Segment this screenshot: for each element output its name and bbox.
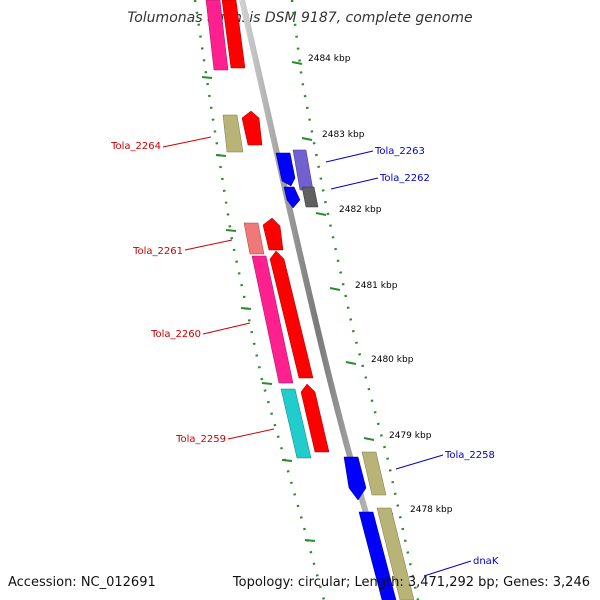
kbp-label: 2480 kbp — [371, 355, 414, 365]
topology-text: Topology: circular; Length: 3,471,292 bp… — [232, 575, 590, 590]
accession-text: Accession: NC_012691 — [8, 575, 156, 590]
major-ticks — [201, 61, 394, 542]
gene-label-dnak: dnaK — [473, 556, 499, 567]
gene-label-tola-2262: Tola_2262 — [379, 173, 430, 184]
gene-feature — [300, 383, 330, 453]
kbp-label: 2481 kbp — [355, 281, 398, 291]
gene-label-tola-2260: Tola_2260 — [150, 329, 201, 340]
gene-feature — [361, 451, 387, 496]
gene-label-tola-2264: Tola_2264 — [110, 141, 161, 152]
track-guides — [193, 0, 420, 600]
kbp-label: 2478 kbp — [410, 505, 453, 515]
gene-label-tola-2258: Tola_2258 — [444, 450, 495, 461]
gene-feature — [376, 507, 415, 600]
gene-label-connectors — [162, 136, 472, 577]
gene-labels: Tola_2264 Tola_2263 Tola_2262 Tola_2261 … — [110, 141, 499, 567]
gene-feature — [269, 250, 314, 379]
gene-feature — [251, 255, 294, 384]
gene-label-tola-2261: Tola_2261 — [132, 246, 183, 257]
gene-feature — [283, 186, 301, 209]
gene-feature — [221, 0, 246, 69]
gene-feature — [262, 217, 284, 251]
kbp-label: 2484 kbp — [308, 54, 351, 64]
gene-feature — [222, 114, 244, 153]
gene-feature — [292, 149, 314, 191]
map-title: Tolumonas auensis DSM 9187, complete gen… — [127, 10, 472, 26]
kbp-label: 2479 kbp — [389, 431, 432, 441]
gene-features — [205, 0, 415, 600]
gene-label-tola-2263: Tola_2263 — [374, 146, 425, 157]
gene-feature — [275, 152, 296, 187]
gene-feature — [343, 456, 367, 501]
gene-feature — [280, 388, 312, 459]
gene-feature — [205, 0, 229, 71]
gene-feature — [243, 222, 265, 255]
kbp-labels: 2484 kbp 2483 kbp 2482 kbp 2481 kbp 2480… — [308, 54, 453, 515]
gene-feature — [358, 511, 397, 600]
kbp-label: 2483 kbp — [322, 130, 365, 140]
gene-feature — [301, 186, 319, 208]
gene-label-tola-2259: Tola_2259 — [175, 434, 226, 445]
kbp-label: 2482 kbp — [339, 205, 382, 215]
gene-feature — [241, 110, 263, 146]
